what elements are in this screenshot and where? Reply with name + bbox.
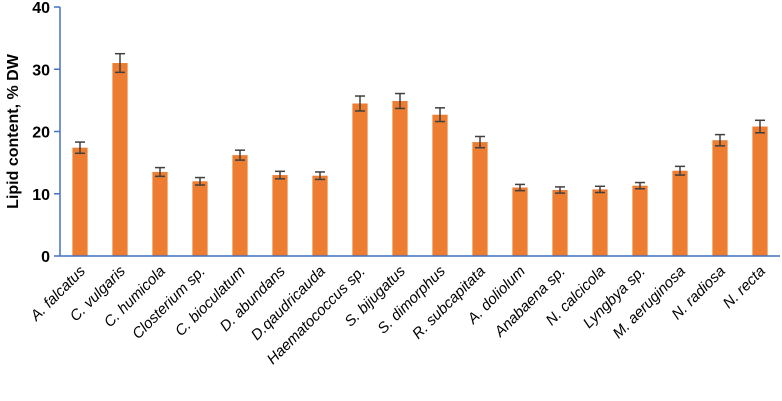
bar [632,185,648,256]
error-bar [75,141,85,155]
bar [752,126,768,257]
bar [592,189,608,256]
error-bar [515,183,525,192]
y-axis-ticks: 0 10 20 30 40 [32,0,60,266]
bar [152,171,168,256]
bar [552,190,568,256]
bar [512,187,528,256]
error-bar [475,135,485,149]
bar [672,170,688,256]
error-bar [155,166,165,178]
bar [272,175,288,256]
bar [352,103,368,256]
bar [392,100,408,256]
bar [472,142,488,256]
bar [432,114,448,256]
y-tick-label: 30 [32,62,50,79]
error-bar [275,170,285,180]
y-axis-title: Lipid content, % DW [5,53,22,209]
bar [312,175,328,256]
error-bar [715,133,725,147]
bar [232,155,248,256]
error-bar [315,171,325,181]
y-tick-label: 0 [41,249,50,266]
error-bar [635,181,645,190]
bars [72,63,768,257]
bar [192,181,208,256]
error-bar [435,107,445,123]
bar [112,63,128,257]
error-bar [195,176,205,186]
error-bar [355,95,365,112]
y-tick-label: 10 [32,187,50,204]
bar [712,140,728,256]
error-bar [555,186,565,194]
error-bars [75,52,765,194]
y-tick-label: 40 [32,0,50,17]
error-bar [595,185,605,194]
error-bar [755,119,765,134]
x-tick-label: N. recta [720,263,769,312]
error-bar [115,52,125,74]
error-bar [395,92,405,110]
error-bar [235,149,245,161]
error-bar [675,165,685,176]
y-tick-label: 20 [32,125,50,142]
bar [72,147,88,256]
